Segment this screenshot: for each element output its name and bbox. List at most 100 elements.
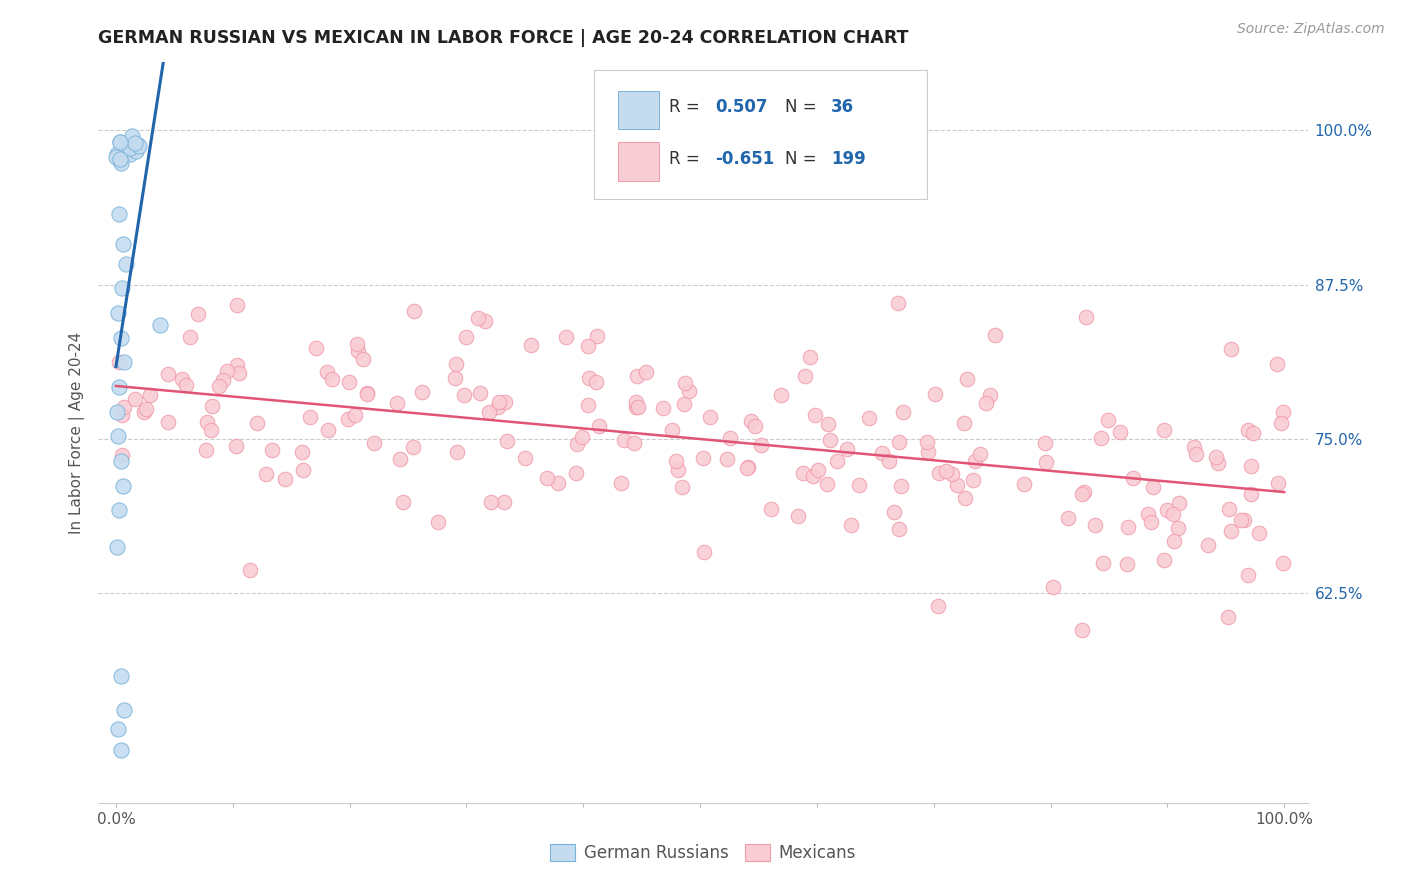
Point (770, 387, 793, 401)
Point (624, 401, 647, 415)
Text: N =: N = (785, 150, 823, 168)
Point (793, 369, 815, 384)
Legend: German Russians, Mexicans: German Russians, Mexicans (544, 837, 862, 869)
Point (804, 408, 827, 422)
Point (1265, 358, 1288, 372)
Text: R =: R = (669, 98, 706, 116)
Point (1035, 455, 1057, 469)
Point (298, 409, 321, 424)
Point (1161, 507, 1184, 521)
Point (1267, 476, 1289, 491)
Point (228, 366, 250, 380)
Point (858, 410, 880, 425)
Point (699, 410, 721, 425)
Point (586, 329, 609, 343)
Point (837, 442, 859, 457)
Point (1076, 310, 1098, 325)
Point (402, 440, 425, 454)
Point (1208, 456, 1230, 470)
Point (883, 505, 905, 519)
Point (356, 386, 378, 401)
Point (346, 336, 368, 351)
Point (1168, 495, 1191, 509)
Point (446, 357, 468, 371)
Point (636, 365, 658, 379)
Point (468, 386, 491, 401)
Text: 199: 199 (831, 150, 866, 168)
Point (1108, 425, 1130, 439)
Point (1219, 524, 1241, 538)
Point (1070, 487, 1092, 501)
Point (111, 408, 134, 422)
Text: 0.507: 0.507 (716, 98, 768, 116)
Point (547, 475, 569, 490)
Point (817, 417, 839, 432)
Point (825, 454, 848, 468)
FancyBboxPatch shape (619, 91, 659, 129)
Point (613, 433, 636, 447)
Point (105, 404, 128, 418)
Point (818, 433, 841, 447)
Point (740, 414, 762, 428)
Point (917, 445, 939, 459)
Point (291, 463, 314, 477)
Point (114, 146, 136, 161)
Point (316, 423, 339, 437)
Point (1156, 502, 1178, 516)
Point (955, 491, 977, 505)
Point (108, 135, 131, 149)
Point (565, 466, 588, 480)
Point (411, 385, 433, 400)
Point (974, 396, 997, 410)
Point (1137, 507, 1160, 521)
Point (585, 375, 607, 389)
Point (1271, 405, 1294, 419)
Point (1240, 487, 1263, 501)
Point (426, 515, 449, 529)
FancyBboxPatch shape (619, 143, 659, 181)
Point (1140, 515, 1163, 529)
Text: N =: N = (785, 98, 823, 116)
Point (135, 402, 157, 417)
Point (626, 368, 648, 383)
Point (1118, 520, 1140, 534)
Point (735, 461, 758, 475)
Point (807, 463, 830, 477)
Point (225, 439, 247, 453)
Point (571, 429, 593, 443)
Point (105, 541, 128, 555)
Point (122, 142, 145, 156)
Point (486, 401, 509, 415)
Point (965, 454, 987, 468)
Point (110, 669, 132, 683)
Point (671, 480, 693, 494)
Point (112, 355, 135, 369)
Point (111, 281, 134, 295)
Point (1197, 538, 1219, 552)
Point (108, 153, 131, 167)
Point (239, 563, 262, 577)
Point (924, 387, 946, 401)
Point (1229, 513, 1251, 527)
Point (110, 454, 132, 468)
Point (114, 400, 136, 414)
Point (110, 330, 132, 344)
Point (692, 450, 714, 465)
Point (200, 423, 222, 437)
Point (444, 370, 467, 384)
Point (321, 372, 343, 386)
Point (492, 495, 515, 509)
Point (246, 417, 269, 431)
Point (274, 472, 297, 486)
Point (969, 447, 991, 461)
Point (107, 722, 129, 736)
Point (520, 337, 543, 351)
Point (1153, 423, 1175, 437)
Point (716, 452, 738, 467)
Point (1142, 480, 1164, 494)
Point (946, 477, 969, 491)
Point (941, 467, 963, 481)
Point (956, 372, 979, 386)
Point (356, 386, 378, 401)
Point (111, 478, 134, 492)
